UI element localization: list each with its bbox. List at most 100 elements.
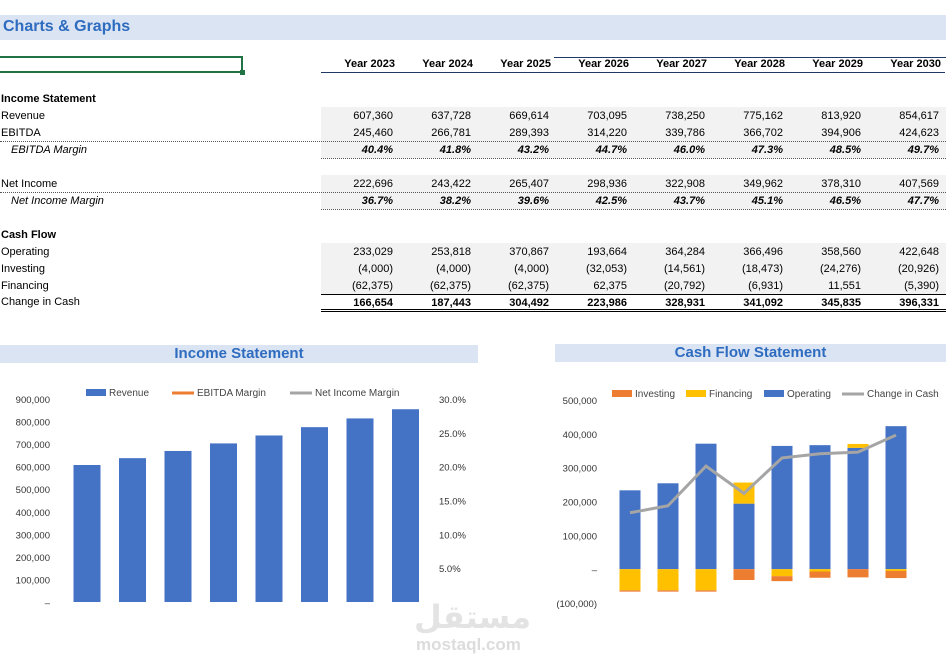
table-cell[interactable]: 738,250 [665, 110, 705, 122]
divider [0, 192, 946, 193]
table-cell[interactable]: (4,000) [358, 263, 393, 275]
bar-financing [885, 569, 907, 571]
table-cell[interactable]: 703,095 [587, 110, 627, 122]
table-cell[interactable]: 366,702 [743, 127, 783, 139]
table-cell[interactable]: 36.7% [361, 195, 393, 207]
table-cell[interactable]: (6,931) [748, 280, 783, 292]
selected-cell[interactable] [0, 56, 245, 75]
table-cell[interactable]: 49.7% [907, 144, 939, 156]
row-label-revenue: Revenue [1, 110, 46, 122]
table-cell[interactable]: 41.8% [439, 144, 471, 156]
bar-operating [657, 483, 679, 570]
table-cell[interactable]: 407,569 [899, 178, 939, 190]
table-cell[interactable]: 366,496 [743, 246, 783, 258]
section-cash-flow: Cash Flow [1, 229, 57, 241]
table-cell[interactable]: 669,614 [509, 110, 549, 122]
table-cell[interactable]: 38.2% [439, 195, 471, 207]
income-statement-chart: – 100,000 200,000 300,000 400,000 500,000 600,… [16, 388, 467, 609]
table-cell[interactable]: 166,654 [353, 297, 393, 309]
table-cell[interactable]: 222,696 [353, 178, 393, 190]
table-cell[interactable]: 813,920 [821, 110, 861, 122]
table-cell[interactable]: (32,053) [586, 263, 627, 275]
table-cell[interactable]: 42.5% [595, 195, 627, 207]
table-cell[interactable]: 322,908 [665, 178, 705, 190]
table-cell[interactable]: 396,331 [899, 297, 939, 309]
row-label-net-income: Net Income [1, 178, 58, 190]
table-cell[interactable]: 394,906 [821, 127, 861, 139]
table-cell[interactable]: (18,473) [742, 263, 783, 275]
table-cell[interactable]: 223,986 [587, 297, 627, 309]
table-cell[interactable]: 341,092 [743, 297, 783, 309]
table-cell[interactable]: 245,460 [353, 127, 393, 139]
bar-investing [847, 569, 869, 578]
table-cell[interactable]: 193,664 [587, 246, 627, 258]
table-cell[interactable]: (20,792) [664, 280, 705, 292]
table-cell[interactable]: 47.7% [907, 195, 939, 207]
table-cell[interactable]: 298,936 [587, 178, 627, 190]
table-cell[interactable]: 47.3% [751, 144, 783, 156]
table-cell[interactable]: (5,390) [904, 280, 939, 292]
table-cell[interactable]: (24,276) [820, 263, 861, 275]
table-cell[interactable]: 46.0% [673, 144, 705, 156]
income-chart-title: Income Statement [0, 345, 478, 363]
table-cell[interactable]: (4,000) [436, 263, 471, 275]
y-tick-label: 400,000 [16, 508, 50, 519]
bar-operating [847, 447, 869, 570]
bar-revenue [119, 458, 146, 602]
page-title: Charts & Graphs [3, 18, 131, 35]
table-cell[interactable]: 43.7% [673, 195, 705, 207]
table-cell[interactable]: 45.1% [751, 195, 783, 207]
table-cell[interactable]: 328,931 [665, 297, 705, 309]
row-label-operating: Operating [1, 246, 50, 258]
table-cell[interactable]: 364,284 [665, 246, 705, 258]
table-cell[interactable]: 62,375 [593, 280, 627, 292]
table-cell[interactable]: 187,443 [431, 297, 471, 309]
table-cell[interactable]: 289,393 [509, 127, 549, 139]
year-header: Year 2029 [789, 58, 867, 73]
year-header: Year 2028 [711, 58, 789, 73]
total-bottom-border [321, 309, 946, 312]
table-cell[interactable]: 46.5% [829, 195, 861, 207]
table-cell[interactable]: 358,560 [821, 246, 861, 258]
table-cell[interactable]: (62,375) [352, 280, 393, 292]
table-cell[interactable]: 345,835 [821, 297, 861, 309]
table-cell[interactable]: (4,000) [514, 263, 549, 275]
table-cell[interactable]: 339,786 [665, 127, 705, 139]
cashflow-chart-title: Cash Flow Statement [555, 344, 946, 362]
table-cell[interactable]: 243,422 [431, 178, 471, 190]
bar-operating [733, 503, 755, 570]
row-label-investing: Investing [1, 263, 46, 275]
table-cell[interactable]: (20,926) [898, 263, 939, 275]
year-header: Year 2027 [633, 58, 711, 73]
legend-label: Operating [787, 389, 831, 400]
table-cell[interactable]: 637,728 [431, 110, 471, 122]
y-tick-label: 900,000 [16, 395, 50, 406]
table-cell[interactable]: 266,781 [431, 127, 471, 139]
table-cell[interactable]: 424,623 [899, 127, 939, 139]
table-cell[interactable]: (62,375) [508, 280, 549, 292]
table-cell[interactable]: 304,492 [509, 297, 549, 309]
table-cell[interactable]: 775,162 [743, 110, 783, 122]
table-cell[interactable]: 378,310 [821, 178, 861, 190]
table-cell[interactable]: (14,561) [664, 263, 705, 275]
table-cell[interactable]: 314,220 [587, 127, 627, 139]
table-cell[interactable]: 40.4% [361, 144, 393, 156]
table-cell[interactable]: 265,407 [509, 178, 549, 190]
table-cell[interactable]: 349,962 [743, 178, 783, 190]
table-cell[interactable]: 422,648 [899, 246, 939, 258]
table-cell[interactable]: (62,375) [430, 280, 471, 292]
table-cell[interactable]: 233,029 [353, 246, 393, 258]
table-cell[interactable]: 370,867 [509, 246, 549, 258]
y2-tick-label: 5.0% [439, 564, 461, 575]
table-cell[interactable]: 854,617 [899, 110, 939, 122]
table-cell[interactable]: 48.5% [829, 144, 861, 156]
table-cell[interactable]: 43.2% [517, 144, 549, 156]
table-cell[interactable]: 11,551 [828, 280, 861, 292]
table-cell[interactable]: 39.6% [517, 195, 549, 207]
table-cell[interactable]: 607,360 [353, 110, 393, 122]
y-tick-label: 100,000 [16, 575, 50, 586]
y-tick-label: 100,000 [563, 531, 597, 542]
fill-handle[interactable] [240, 70, 245, 75]
table-cell[interactable]: 253,818 [431, 246, 471, 258]
table-cell[interactable]: 44.7% [595, 144, 627, 156]
